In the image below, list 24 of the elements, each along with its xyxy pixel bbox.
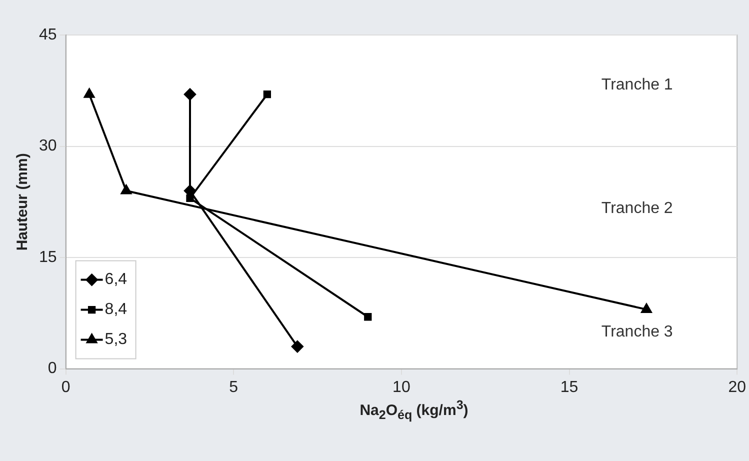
legend-label: 8,4 xyxy=(104,301,128,318)
legend-label: 5,3 xyxy=(104,331,128,348)
x-tick-label: 10 xyxy=(392,378,410,396)
y-tick-label: 15 xyxy=(39,248,57,266)
point xyxy=(364,313,372,321)
x-tick-label: 20 xyxy=(728,378,746,396)
y-axis-title: Hauteur (mm) xyxy=(14,153,32,251)
y-tick-label: 30 xyxy=(39,138,57,155)
x-tick-label: 0 xyxy=(61,378,70,396)
annotation: Tranche 3 xyxy=(601,323,673,340)
point xyxy=(263,90,272,98)
point xyxy=(120,184,132,194)
y-tick-label: 45 xyxy=(39,26,57,44)
legend-label: 6,4 xyxy=(104,271,128,288)
annotation: Tranche 2 xyxy=(601,200,673,217)
point xyxy=(84,88,95,98)
x-tick-label: 15 xyxy=(560,378,578,396)
x-tick-label: 5 xyxy=(229,378,238,396)
y-tick-label: 0 xyxy=(48,360,57,378)
point xyxy=(291,340,304,353)
point xyxy=(641,303,652,313)
annotation: Tranche 1 xyxy=(601,76,673,94)
point xyxy=(184,88,196,100)
x-axis-title: Na$_{2}$O$_{éq}$ (kg/m$^{3}$) xyxy=(358,398,470,422)
